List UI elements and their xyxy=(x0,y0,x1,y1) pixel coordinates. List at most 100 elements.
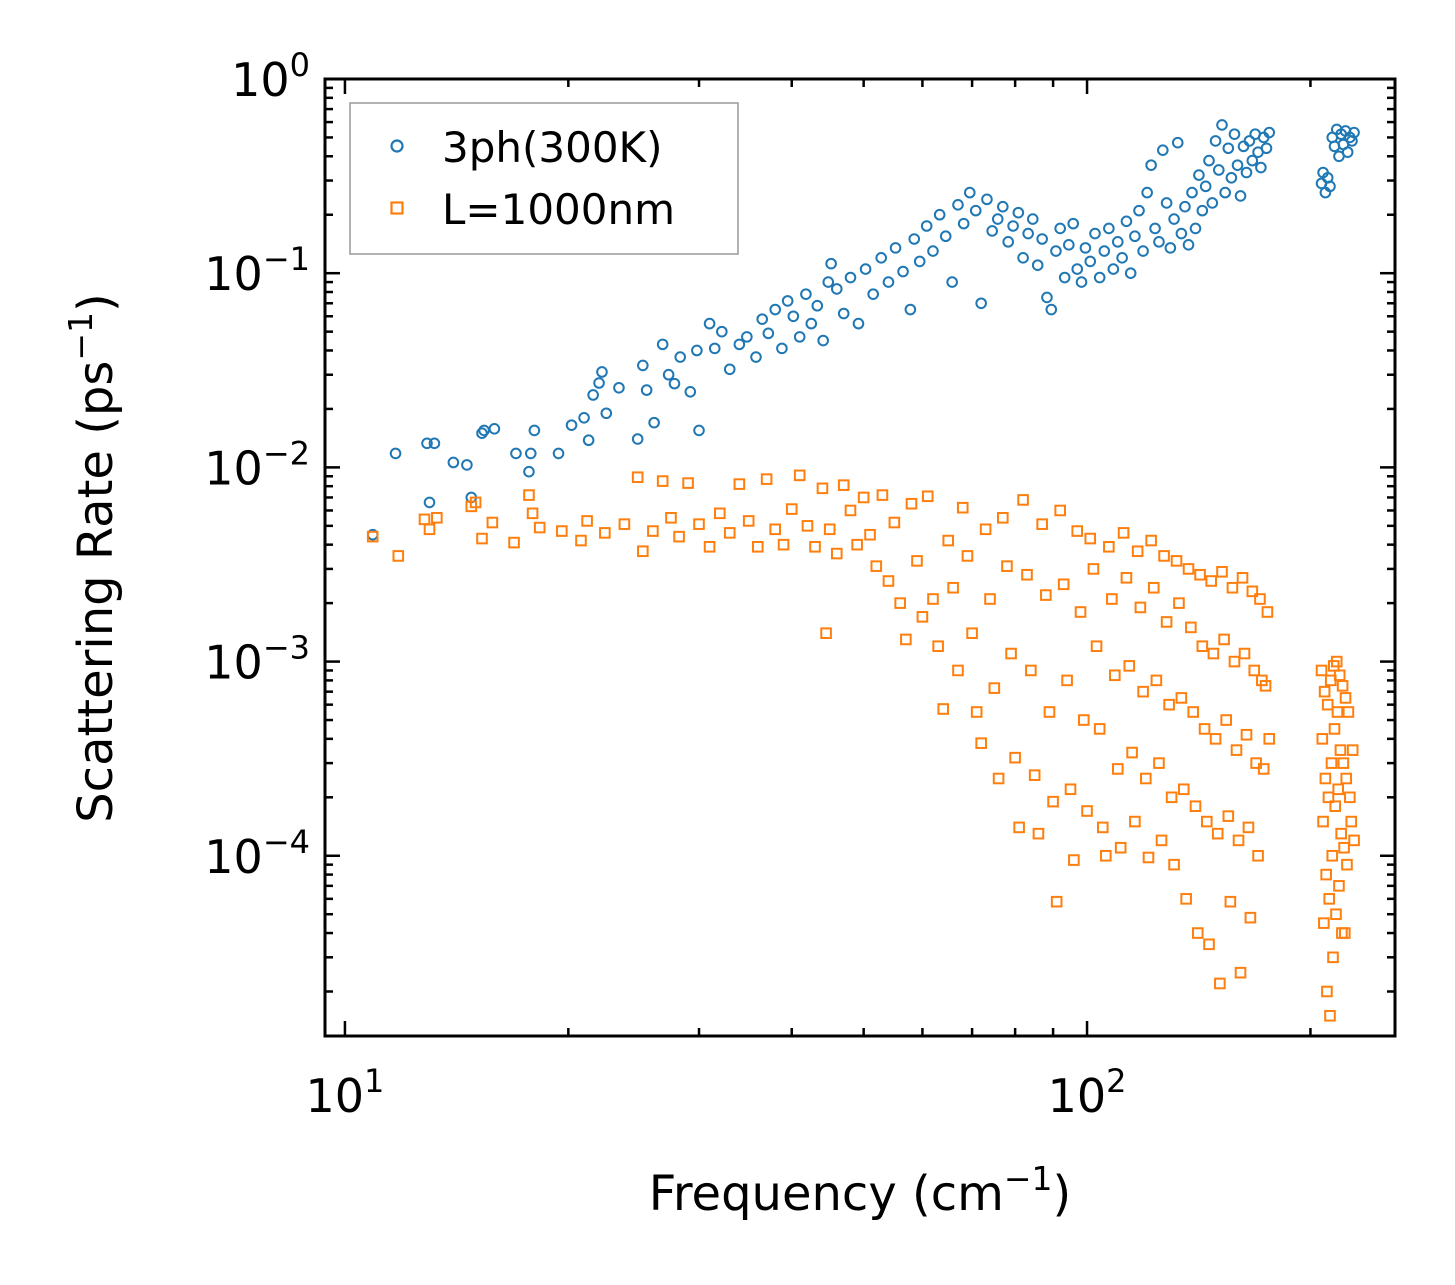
point-l1000nm-74 xyxy=(1001,560,1013,572)
point-3ph-86 xyxy=(1022,227,1034,240)
point-l1000nm-129 xyxy=(1173,597,1185,609)
point-l1000nm-37 xyxy=(801,520,814,532)
point-l1000nm-39 xyxy=(816,482,829,495)
point-l1000nm-21 xyxy=(656,475,669,487)
point-3ph-76 xyxy=(969,204,982,217)
point-l1000nm-14 xyxy=(575,534,587,547)
point-l1000nm-105 xyxy=(1109,669,1121,682)
point-l1000nm-0 xyxy=(366,530,379,543)
point-l1000nm-204 xyxy=(1339,927,1351,939)
point-l1000nm-208 xyxy=(1342,706,1355,718)
point-l1000nm-19 xyxy=(637,545,649,558)
point-3ph-1 xyxy=(389,447,402,460)
point-l1000nm-134 xyxy=(1185,621,1197,634)
point-l1000nm-121 xyxy=(1153,757,1165,769)
point-3ph-131 xyxy=(1206,197,1219,209)
point-l1000nm-68 xyxy=(975,737,987,749)
point-3ph-17 xyxy=(578,412,590,424)
point-3ph-30 xyxy=(668,377,681,390)
point-3ph-149 xyxy=(1260,142,1273,155)
point-l1000nm-12 xyxy=(533,521,546,534)
point-3ph-103 xyxy=(1098,245,1111,257)
point-3ph-24 xyxy=(631,433,644,445)
point-l1000nm-171 xyxy=(1261,606,1274,618)
series-1 xyxy=(366,469,1360,1022)
point-3ph-91 xyxy=(1045,303,1058,316)
point-3ph-34 xyxy=(693,424,705,437)
y-axis-label: Scattering Rate (ps−1) xyxy=(61,293,124,823)
point-l1000nm-101 xyxy=(1096,821,1109,834)
point-l1000nm-131 xyxy=(1177,783,1190,796)
point-l1000nm-36 xyxy=(793,469,806,482)
point-3ph-71 xyxy=(939,230,952,243)
point-l1000nm-151 xyxy=(1222,810,1235,822)
x-axis-label: Frequency (cm−1) xyxy=(649,1159,1072,1222)
point-l1000nm-201 xyxy=(1336,680,1349,692)
point-l1000nm-90 xyxy=(1061,674,1073,687)
point-3ph-137 xyxy=(1225,171,1238,184)
point-l1000nm-160 xyxy=(1240,728,1253,741)
point-3ph-75 xyxy=(963,186,976,199)
point-l1000nm-85 xyxy=(1043,706,1056,718)
point-3ph-57 xyxy=(844,271,857,284)
point-l1000nm-49 xyxy=(876,489,889,501)
point-3ph-126 xyxy=(1189,222,1202,235)
point-3ph-73 xyxy=(952,199,964,211)
point-3ph-115 xyxy=(1149,222,1161,235)
point-3ph-105 xyxy=(1107,263,1120,275)
point-3ph-40 xyxy=(741,331,753,343)
point-l1000nm-22 xyxy=(665,512,677,524)
point-3ph-132 xyxy=(1209,135,1222,147)
point-l1000nm-78 xyxy=(1017,494,1029,506)
point-l1000nm-126 xyxy=(1165,791,1178,804)
point-l1000nm-8 xyxy=(486,516,499,529)
legend-marker-l1000nm xyxy=(390,201,404,215)
point-l1000nm-51 xyxy=(888,516,901,529)
point-l1000nm-117 xyxy=(1142,851,1155,864)
point-l1000nm-73 xyxy=(997,512,1009,524)
point-3ph-97 xyxy=(1071,263,1084,275)
point-3ph-163 xyxy=(1341,146,1354,158)
point-l1000nm-148 xyxy=(1216,565,1228,578)
point-l1000nm-145 xyxy=(1209,733,1222,745)
point-l1000nm-89 xyxy=(1057,578,1070,591)
point-l1000nm-181 xyxy=(1321,698,1334,711)
point-3ph-166 xyxy=(1348,126,1360,139)
point-l1000nm-133 xyxy=(1182,563,1195,575)
point-l1000nm-191 xyxy=(1329,800,1342,812)
point-3ph-29 xyxy=(662,368,675,381)
point-l1000nm-103 xyxy=(1103,540,1115,553)
point-l1000nm-165 xyxy=(1250,757,1262,769)
point-l1000nm-88 xyxy=(1054,504,1066,517)
point-3ph-104 xyxy=(1103,222,1115,235)
point-3ph-140 xyxy=(1234,190,1247,202)
point-3ph-55 xyxy=(830,283,843,295)
point-3ph-11 xyxy=(510,447,522,460)
point-3ph-53 xyxy=(822,276,835,288)
point-l1000nm-118 xyxy=(1145,534,1157,547)
point-l1000nm-154 xyxy=(1228,655,1241,668)
point-3ph-43 xyxy=(762,327,775,340)
point-3ph-79 xyxy=(986,225,998,237)
point-3ph-95 xyxy=(1063,239,1075,251)
point-l1000nm-116 xyxy=(1140,772,1152,785)
point-3ph-48 xyxy=(793,331,806,343)
point-3ph-89 xyxy=(1036,233,1048,245)
point-3ph-72 xyxy=(946,276,958,288)
point-l1000nm-137 xyxy=(1191,927,1204,939)
point-l1000nm-107 xyxy=(1114,841,1127,854)
point-3ph-138 xyxy=(1228,128,1241,140)
point-l1000nm-83 xyxy=(1036,518,1048,530)
point-3ph-118 xyxy=(1160,197,1173,209)
point-l1000nm-72 xyxy=(992,772,1005,785)
point-l1000nm-60 xyxy=(937,703,950,715)
point-l1000nm-7 xyxy=(476,532,488,545)
legend-marker-3ph xyxy=(390,139,404,153)
point-l1000nm-86 xyxy=(1047,795,1059,808)
point-l1000nm-38 xyxy=(809,540,821,553)
point-3ph-38 xyxy=(723,363,736,376)
point-3ph-26 xyxy=(640,384,653,396)
point-3ph-13 xyxy=(524,447,537,460)
point-l1000nm-190 xyxy=(1328,723,1341,735)
point-l1000nm-3 xyxy=(423,523,436,536)
